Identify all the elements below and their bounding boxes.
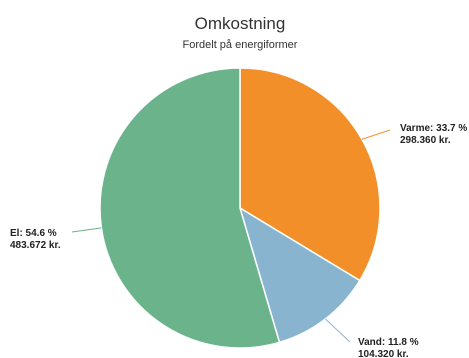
data-label-vand-value: 104.320 kr. xyxy=(358,349,409,358)
pie-slices xyxy=(99,67,381,349)
data-labels: Varme: 33.7 %298.360 kr. Vand: 11.8 %104.… xyxy=(10,123,467,358)
data-label-el-value: 483.672 kr. xyxy=(10,240,61,251)
data-label-varme-value: 298.360 kr. xyxy=(400,135,451,146)
data-label-vand-percent: Vand: 11.8 % xyxy=(358,337,419,348)
data-label-el-percent: El: 54.6 % xyxy=(10,228,57,239)
connector-el xyxy=(71,227,102,233)
connector-vand xyxy=(325,318,351,343)
pie-slice-el[interactable] xyxy=(99,67,281,349)
label-connectors xyxy=(71,129,391,343)
connector-varme xyxy=(361,129,391,140)
chart-subtitle: Fordelt på energiformer xyxy=(183,39,298,51)
pie-slice-varme[interactable] xyxy=(239,67,381,282)
data-label-varme-percent: Varme: 33.7 % xyxy=(400,123,467,134)
chart-title: Omkostning xyxy=(195,14,286,33)
